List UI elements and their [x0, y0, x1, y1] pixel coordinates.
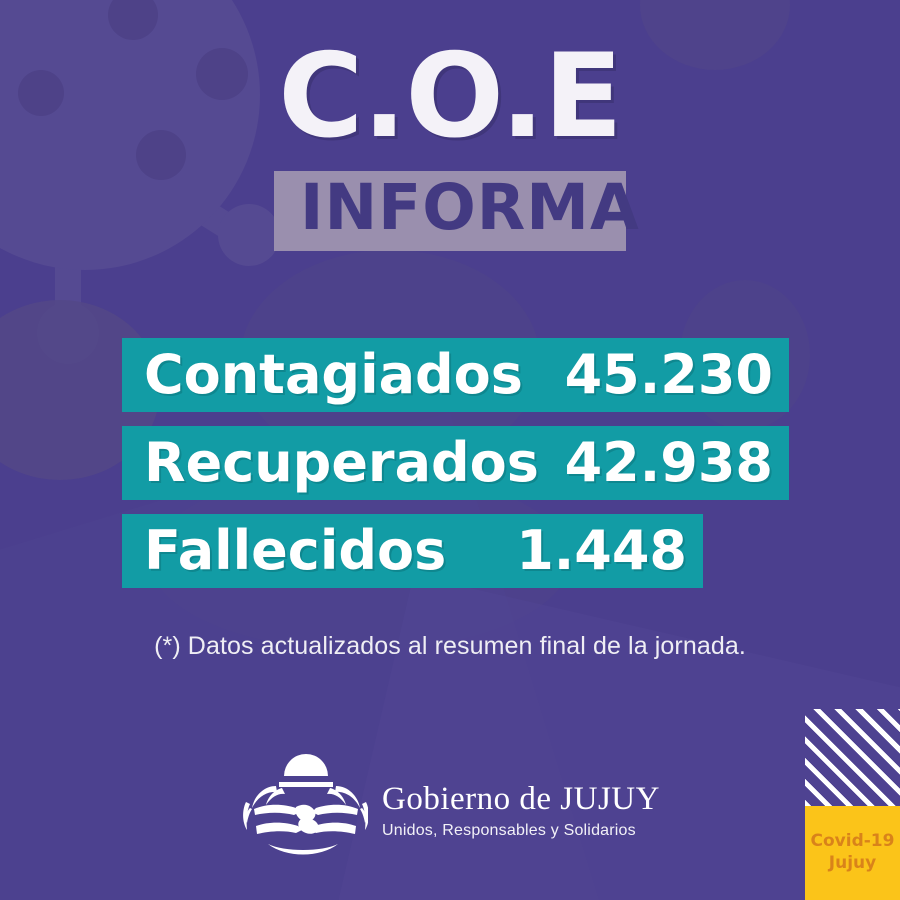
covid-jujuy-badge: Covid-19 Jujuy — [805, 806, 900, 900]
informa-band: INFORMA — [274, 170, 640, 251]
stat-label-contagiados: Contagiados — [144, 343, 523, 406]
stat-row-fallecidos: Fallecidos 1.448 — [122, 514, 703, 588]
statistics-list: Contagiados 45.230 Recuperados 42.938 Fa… — [122, 338, 789, 602]
stat-value-fallecidos: 1.448 — [516, 519, 687, 582]
page-title: C.O.E — [278, 29, 623, 164]
stat-value-contagiados: 45.230 — [564, 343, 773, 406]
virus-knob — [37, 302, 99, 364]
footnote-text: (*) Datos actualizados al resumen final … — [154, 632, 746, 660]
stat-row-recuperados: Recuperados 42.938 — [122, 426, 789, 500]
stat-label-recuperados: Recuperados — [144, 431, 539, 494]
government-logo: Gobierno de JUJUY Unidos, Responsables y… — [238, 752, 660, 864]
stat-label-fallecidos: Fallecidos — [144, 519, 447, 582]
badge-line-1: Covid-19 — [810, 831, 895, 852]
government-tagline: Unidos, Responsables y Solidarios — [382, 821, 636, 839]
diagonal-stripes-decoration — [805, 709, 900, 807]
virus-spike — [150, 0, 246, 5]
virus-spot — [108, 0, 158, 40]
informa-label: INFORMA — [300, 170, 640, 244]
stat-row-contagiados: Contagiados 45.230 — [122, 338, 789, 412]
jujuy-emblem-icon — [238, 752, 369, 864]
badge-line-2: Jujuy — [828, 853, 877, 873]
government-name: Gobierno de JUJUY — [382, 781, 660, 818]
stat-value-recuperados: 42.938 — [564, 431, 773, 494]
government-logo-text: Gobierno de JUJUY Unidos, Responsables y… — [382, 776, 660, 840]
virus-spike — [55, 240, 81, 336]
poster-header: C.O.E INFORMA — [0, 29, 900, 251]
